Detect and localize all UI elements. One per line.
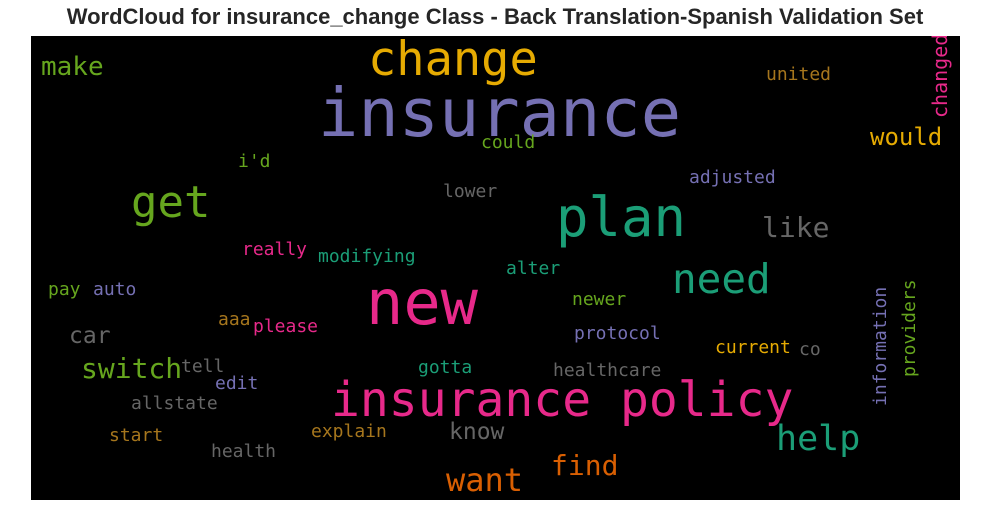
word-insurance: insurance xyxy=(318,74,682,152)
word-information: information xyxy=(870,286,891,406)
word-alter: alter xyxy=(506,258,561,279)
chart-title: WordCloud for insurance_change Class - B… xyxy=(66,4,924,29)
word-id: i'd xyxy=(238,151,271,172)
word-auto: auto xyxy=(93,279,137,300)
word-could: could xyxy=(481,132,536,153)
word-start: start xyxy=(109,425,164,446)
word-make: make xyxy=(41,52,104,82)
word-plan: plan xyxy=(556,186,687,249)
word-would: would xyxy=(870,123,943,151)
word-help: help xyxy=(776,419,861,459)
word-car: car xyxy=(69,323,111,349)
word-need: need xyxy=(672,255,771,303)
word-newer: newer xyxy=(572,289,627,310)
word-find: find xyxy=(551,449,619,482)
word-modifying: modifying xyxy=(318,246,416,267)
word-cloud-canvas: insurance new insurance policy plan chan… xyxy=(31,36,960,500)
word-new: new xyxy=(366,266,478,339)
word-change: change xyxy=(368,36,538,87)
word-healthcare: healthcare xyxy=(553,360,662,381)
word-health: health xyxy=(211,441,277,462)
word-gotta: gotta xyxy=(418,357,473,378)
word-edit: edit xyxy=(215,373,259,394)
word-get: get xyxy=(131,177,211,228)
word-please: please xyxy=(253,316,319,337)
word-lower: lower xyxy=(443,181,498,202)
word-really: really xyxy=(242,239,308,260)
word-united: united xyxy=(766,64,832,85)
word-like: like xyxy=(762,211,830,244)
word-adjusted: adjusted xyxy=(689,167,776,188)
word-tell: tell xyxy=(181,356,225,377)
word-co: co xyxy=(799,339,821,360)
word-pay: pay xyxy=(48,279,81,300)
word-allstate: allstate xyxy=(131,393,218,414)
word-switch: switch xyxy=(81,352,183,385)
word-insurance-policy: insurance policy xyxy=(331,372,794,428)
word-explain: explain xyxy=(311,421,387,442)
word-protocol: protocol xyxy=(574,323,661,344)
word-want: want xyxy=(446,461,524,499)
word-current: current xyxy=(715,337,791,358)
word-providers: providers xyxy=(899,279,920,377)
word-changed: changed xyxy=(928,36,952,118)
word-know: know xyxy=(449,419,505,445)
word-aaa: aaa xyxy=(218,309,251,330)
